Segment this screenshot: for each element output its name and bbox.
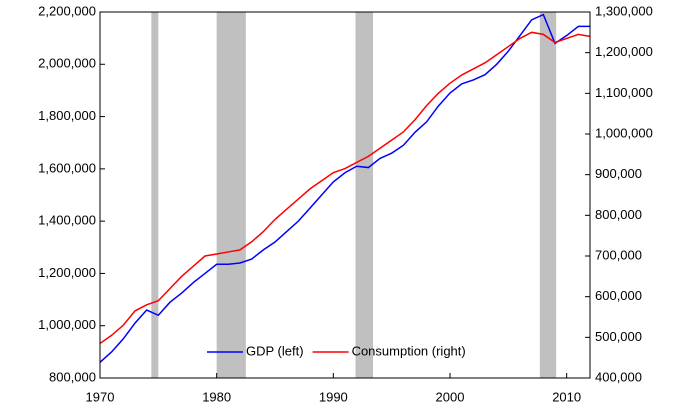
- legend-label: Consumption (right): [352, 343, 466, 358]
- y2-tick-label: 1,300,000: [595, 3, 653, 18]
- y2-tick-label: 700,000: [595, 247, 642, 262]
- y-tick-label: 2,000,000: [38, 56, 96, 71]
- recession-band: [151, 12, 159, 378]
- legend-label: GDP (left): [246, 343, 304, 358]
- recession-band: [539, 12, 557, 378]
- y-tick-label: 800,000: [49, 369, 96, 384]
- y2-tick-label: 1,200,000: [595, 44, 653, 59]
- y-tick-label: 1,400,000: [38, 213, 96, 228]
- y-tick-label: 1,000,000: [38, 317, 96, 332]
- recession-band: [216, 12, 246, 378]
- x-tick-label: 1990: [319, 389, 348, 404]
- y-tick-label: 1,600,000: [38, 160, 96, 175]
- series-line: [99, 31, 591, 345]
- y-tick-label: 2,200,000: [38, 3, 96, 18]
- y-tick-label: 1,200,000: [38, 265, 96, 280]
- x-tick-label: 1970: [86, 389, 115, 404]
- y2-tick-label: 600,000: [595, 288, 642, 303]
- plot-frame: [99, 11, 591, 379]
- y2-tick-label: 500,000: [595, 329, 642, 344]
- legend: GDP (left) Consumption (right): [207, 343, 466, 358]
- y-tick-label: 1,800,000: [38, 108, 96, 123]
- x-tick-label: 2000: [436, 389, 465, 404]
- y2-tick-label: 1,100,000: [595, 85, 653, 100]
- y2-tick-label: 1,000,000: [595, 125, 653, 140]
- x-tick-label: 2010: [552, 389, 581, 404]
- recession-band: [355, 12, 373, 378]
- x-tick-label: 1980: [202, 389, 231, 404]
- y2-tick-label: 900,000: [595, 166, 642, 181]
- y2-tick-label: 400,000: [595, 369, 642, 384]
- y2-tick-label: 800,000: [595, 207, 642, 222]
- series-line: [99, 13, 590, 363]
